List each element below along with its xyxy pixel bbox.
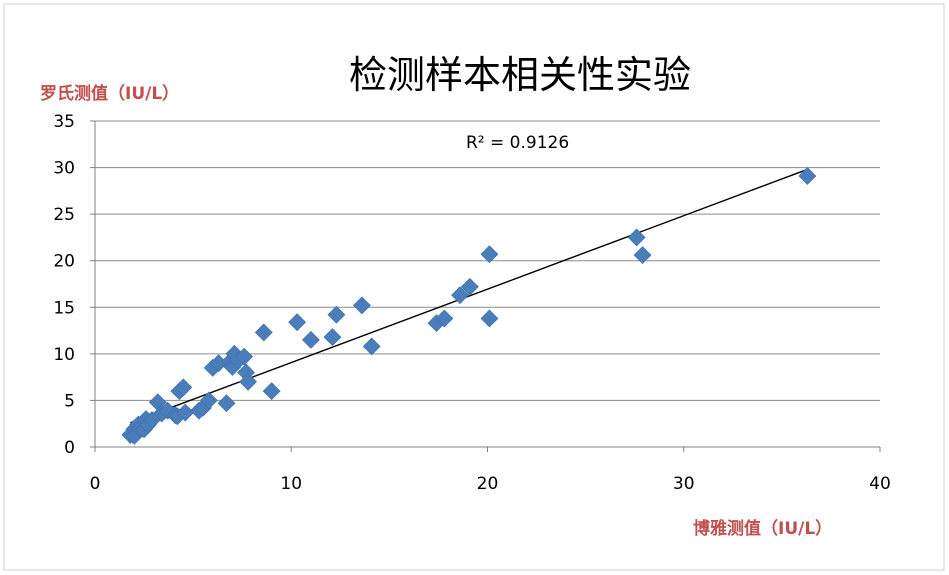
axes	[90, 120, 881, 452]
y-tick-label: 20	[53, 252, 75, 272]
y-tick-label: 25	[53, 205, 75, 225]
data-point	[435, 309, 454, 328]
data-point	[301, 330, 320, 349]
y-tick-label: 5	[64, 391, 75, 411]
y-tick-label: 15	[53, 298, 75, 318]
data-point	[352, 296, 371, 315]
y-axis-title: 罗氏测值（IU/L）	[40, 83, 179, 104]
y-tick-label: 35	[53, 112, 75, 132]
data-points	[121, 167, 817, 445]
data-point	[235, 347, 254, 366]
data-point	[460, 277, 479, 296]
x-tick-label: 30	[673, 474, 695, 494]
data-point	[199, 391, 218, 410]
data-point	[176, 403, 195, 422]
data-point	[262, 382, 281, 401]
r-squared-annotation: R² = 0.9126	[466, 133, 569, 153]
data-point	[451, 286, 469, 305]
data-point	[362, 337, 381, 356]
x-axis-title: 博雅测值（IU/L）	[693, 518, 832, 539]
y-tick-label: 0	[64, 438, 75, 458]
data-point	[174, 378, 193, 397]
data-point	[327, 305, 346, 324]
data-point	[254, 323, 273, 342]
chart-title: 检测样本相关性实验	[349, 53, 691, 97]
data-point	[798, 167, 817, 185]
data-point	[288, 313, 307, 332]
y-tick-label: 10	[53, 345, 75, 365]
data-point	[323, 328, 342, 347]
y-tick-label: 30	[53, 159, 75, 179]
x-tick-label: 40	[869, 474, 891, 494]
data-point	[217, 394, 236, 413]
tick-labels: 0 5 10 15 20 25 30 35 0 10 20 30 40	[53, 112, 890, 494]
x-tick-label: 10	[280, 474, 302, 494]
data-point	[480, 309, 499, 328]
data-point	[480, 245, 499, 264]
x-tick-label: 0	[90, 474, 101, 494]
data-point	[627, 228, 646, 247]
data-point	[239, 372, 257, 391]
data-point	[633, 246, 652, 265]
x-tick-label: 20	[477, 474, 499, 494]
